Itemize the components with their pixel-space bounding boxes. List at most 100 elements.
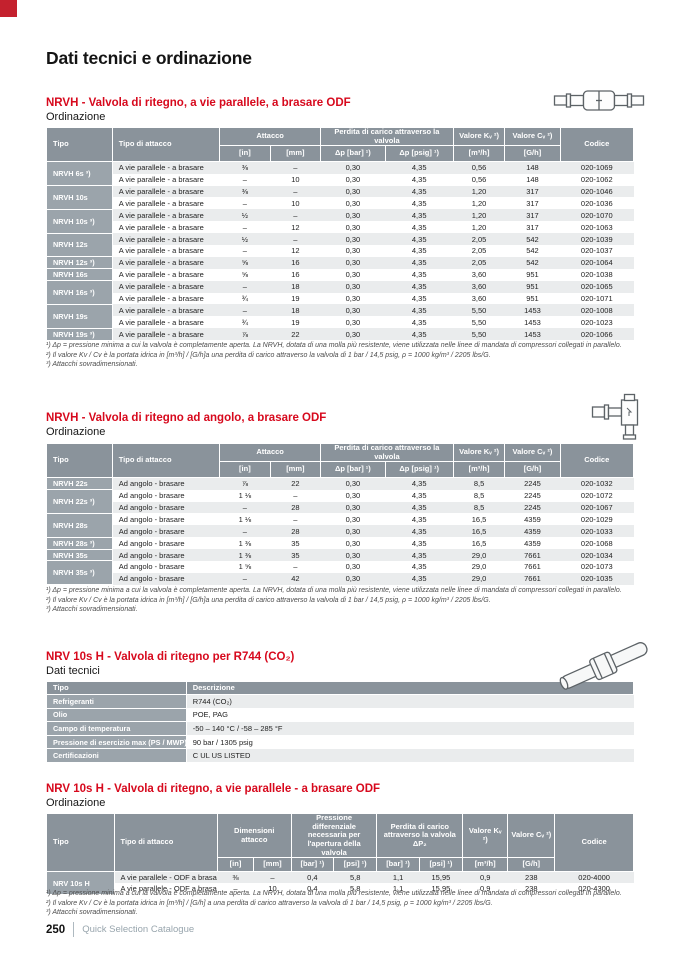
- section-subtitle: Dati tecnici: [46, 665, 100, 677]
- table-cell: 4,35: [385, 513, 454, 526]
- table-cell: 2245: [504, 501, 561, 514]
- table-row: NRVH 19s A vie parallele - a brasare –18 0,…: [46, 303, 634, 329]
- table-cell: ⅝: [219, 256, 271, 269]
- row-label: NRVH 28s ³): [46, 536, 113, 550]
- table-cell: 12: [270, 244, 321, 257]
- column-header: [m³/h]: [462, 857, 509, 873]
- table-row: NRVH 35s Ad angolo - brasare 1 ⅜ 35 0,30 4,35…: [46, 548, 634, 562]
- column-header: [G/h]: [504, 461, 561, 479]
- table-cell: ¾: [219, 292, 271, 305]
- table-cell: 28: [270, 525, 321, 538]
- table-row: NRVH 28s ³) Ad angolo - brasare 1 ⅜ 35 0,30 4…: [46, 536, 634, 550]
- table-cell: Ad angolo - brasare: [112, 489, 220, 502]
- table-cell: 3,60: [453, 292, 505, 305]
- table-cell: –: [219, 525, 271, 538]
- table-cell: –: [217, 883, 254, 895]
- table-cell: 35: [270, 549, 321, 561]
- table-cell: 7661: [504, 560, 561, 573]
- row-label: Campo di temperatura: [46, 721, 187, 736]
- table-cell: 020-4300: [554, 883, 634, 895]
- table-cell: A vie parallele - ODF a brasare: [114, 871, 218, 884]
- column-header: Valore Kᵥ ²): [462, 812, 509, 859]
- table-cell: 0,9: [462, 871, 508, 884]
- table-cell: 12: [270, 221, 321, 234]
- table-cell: 2,05: [453, 233, 505, 245]
- row-label: NRVH 19s ³): [46, 327, 113, 341]
- table-cell: 1 ⅜: [219, 549, 271, 561]
- column-header: Perdita di carico attraverso la valvola: [320, 126, 454, 147]
- table-cell: 0,30: [320, 268, 386, 281]
- section-title-nrv10sh-r744: NRV 10s H - Valvola di ritegno per R744 …: [46, 651, 295, 663]
- table-cell: A vie parallele - a brasare: [112, 233, 220, 245]
- table-cell: Ad angolo - brasare: [112, 477, 220, 490]
- table-cell: 1 ⅛: [219, 513, 271, 526]
- nrv10sh-technical-data-table: Tipo Descrizione Refrigeranti R744 (CO₂) Oli…: [46, 681, 635, 763]
- table-cell: 7661: [504, 549, 561, 561]
- footnote-line: ²) Il valore Kv / Cv è la portata idrica…: [46, 596, 491, 604]
- table-cell: 0,30: [320, 304, 386, 317]
- table-cell: A vie parallele - a brasare: [112, 280, 220, 293]
- table-cell: 1,20: [453, 221, 505, 234]
- table-cell: 0,30: [320, 221, 386, 234]
- table-row: A vie parallele - a brasare –10 0,30 4,35 1,…: [47, 197, 634, 210]
- row-label: NRVH 12s ³): [46, 256, 113, 270]
- row-label: NRVH 10s: [46, 185, 113, 210]
- table-cell: 0,56: [453, 173, 505, 186]
- column-header: Codice: [559, 442, 635, 479]
- table-row: NRVH 28s Ad angolo - brasare 1 ⅛ –0,30 4,35 1…: [46, 512, 634, 538]
- table-cell: 16,5: [453, 513, 505, 526]
- table-cell: Ad angolo - brasare: [112, 513, 220, 526]
- table-cell: ¾: [219, 316, 271, 329]
- column-header: [G/h]: [504, 145, 561, 163]
- table-cell: Ad angolo - brasare: [112, 501, 220, 514]
- table-cell: ⅝: [219, 268, 271, 281]
- table-cell: 0,30: [320, 244, 386, 257]
- table-row: Certificazioni C UL US LISTED: [46, 748, 634, 763]
- table-cell: 020-1069: [560, 161, 634, 174]
- column-header: Perdita di carico attraverso la valvola: [320, 442, 454, 463]
- footnote-line: ¹) Δp = pressione minima a cui la valvol…: [46, 890, 622, 897]
- footer-divider: [73, 922, 75, 937]
- table-cell: 16: [270, 268, 321, 281]
- straight-valve-r744-illustration: [559, 642, 648, 690]
- table-container-4: Tipo Tipo di attacco Dimensioni attacco Pre…: [46, 812, 634, 896]
- table-cell: 2245: [504, 477, 561, 490]
- table-cell: –: [270, 489, 321, 502]
- page-corner-marker: [0, 0, 17, 17]
- table-cell: 4,35: [385, 560, 454, 573]
- table-cell: 1,20: [453, 209, 505, 222]
- table-cell: 1,1: [376, 883, 420, 895]
- table-row: Ad angolo - brasare –42 0,30 4,35 29,0 7661 02…: [47, 572, 634, 585]
- footnote-line: ¹) Δp = pressione minima a cui la valvol…: [46, 342, 622, 349]
- table-cell: 2,05: [453, 244, 505, 257]
- table-row: NRVH 22s ³) Ad angolo - brasare 1 ⅛ –0,30 4,…: [46, 489, 634, 514]
- table-cell: 4,35: [385, 549, 454, 561]
- table-cell: –: [219, 280, 271, 293]
- table-cell: –: [219, 221, 271, 234]
- table-cell: 4,35: [385, 244, 454, 257]
- column-header: Valore Kᵥ ²): [452, 442, 506, 463]
- table-container-1: Tipo Tipo di attacco Attacco Perdita di car…: [46, 126, 635, 341]
- table-cell: 0,30: [320, 501, 386, 514]
- table-row: Refrigeranti R744 (CO₂): [46, 694, 634, 709]
- table-cell: 020-1046: [560, 185, 634, 198]
- table-cell: 020-1023: [560, 316, 634, 329]
- table-cell: ⅜: [217, 871, 254, 884]
- section-subtitle: Ordinazione: [46, 797, 106, 809]
- column-header: Descrizione: [185, 681, 635, 695]
- table-cell: –: [270, 161, 321, 174]
- page-title: Dati tecnici e ordinazione: [46, 48, 252, 68]
- section-title-nrvh-parallel: NRVH - Valvola di ritegno, a vie paralle…: [46, 97, 351, 109]
- column-header: Δp [psig] ¹): [384, 145, 454, 163]
- column-header: Tipo: [46, 442, 113, 479]
- table-cell: A vie parallele - a brasare: [112, 328, 220, 341]
- table-cell: 020-1062: [560, 173, 634, 186]
- table-cell: 28: [270, 501, 321, 514]
- column-header: Tipo: [46, 126, 113, 163]
- table-cell: 0,30: [320, 161, 386, 174]
- table-cell: 29,0: [453, 572, 505, 585]
- table-cell: 4,35: [385, 268, 454, 281]
- table-cell: 020-1032: [560, 477, 634, 490]
- table-cell: –: [270, 233, 321, 245]
- inline-check-valve-illustration: [553, 90, 645, 111]
